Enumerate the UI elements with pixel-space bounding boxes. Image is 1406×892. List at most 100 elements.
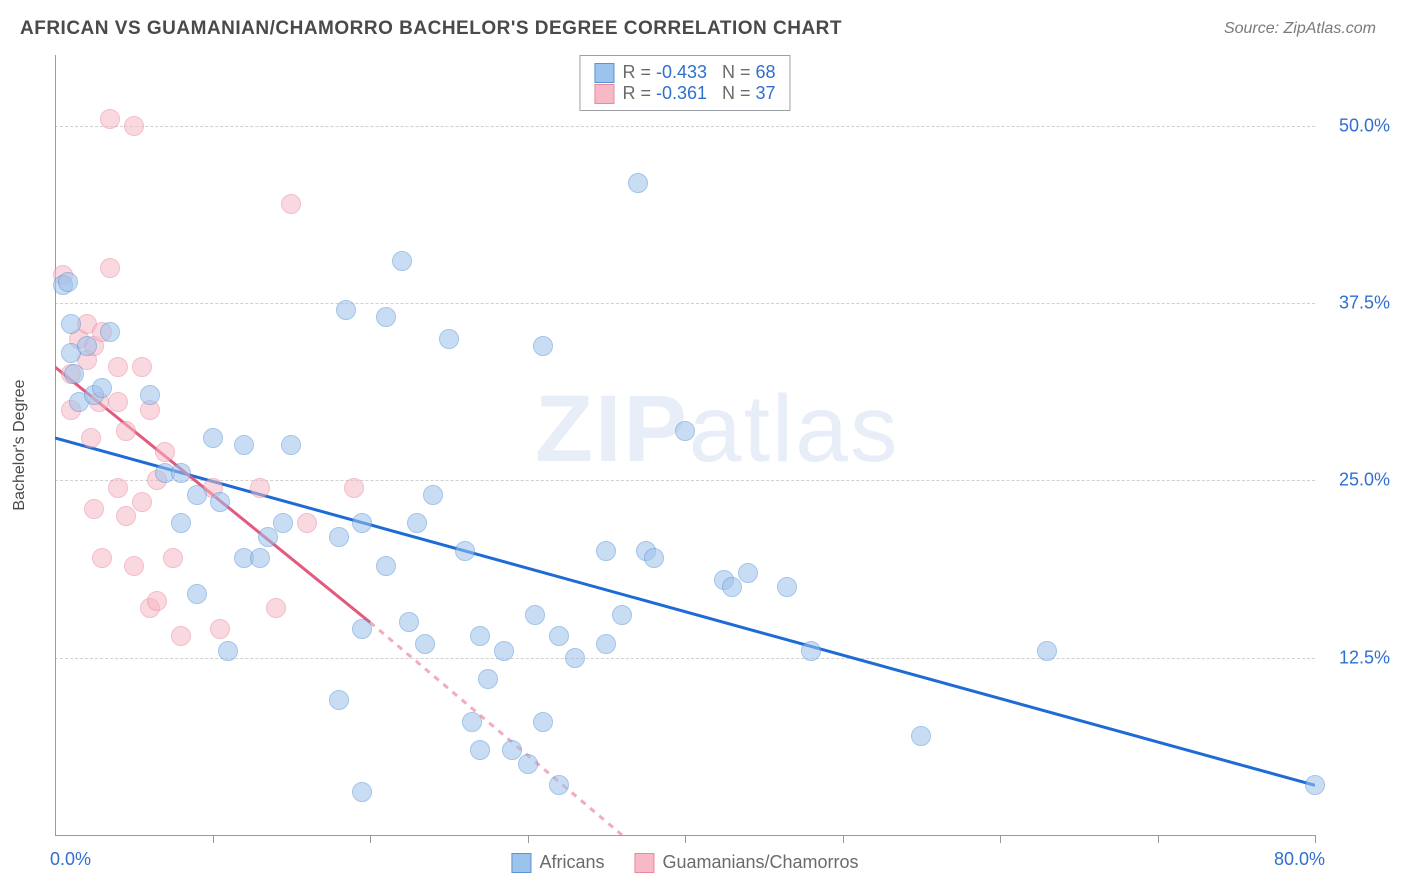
data-point-africans xyxy=(478,669,498,689)
data-point-guamanians xyxy=(124,556,144,576)
data-point-guamanians xyxy=(250,478,270,498)
data-point-africans xyxy=(612,605,632,625)
data-point-guamanians xyxy=(297,513,317,533)
data-point-africans xyxy=(549,626,569,646)
source-attribution: Source: ZipAtlas.com xyxy=(1224,20,1376,38)
data-point-africans xyxy=(1305,775,1325,795)
series-legend-label: Guamanians/Chamorros xyxy=(662,852,858,873)
x-tick xyxy=(685,835,686,843)
gridline xyxy=(55,658,1315,659)
y-axis-line xyxy=(55,55,56,835)
data-point-africans xyxy=(187,485,207,505)
data-point-africans xyxy=(494,641,514,661)
data-point-africans xyxy=(722,577,742,597)
data-point-guamanians xyxy=(116,506,136,526)
data-point-guamanians xyxy=(155,442,175,462)
correlation-legend: R = -0.433 N = 68R = -0.361 N = 37 xyxy=(579,55,790,111)
data-point-africans xyxy=(203,428,223,448)
chart-container: AFRICAN VS GUAMANIAN/CHAMORRO BACHELOR'S… xyxy=(0,0,1406,892)
data-point-guamanians xyxy=(132,357,152,377)
data-point-africans xyxy=(336,300,356,320)
data-point-guamanians xyxy=(108,478,128,498)
data-point-africans xyxy=(100,322,120,342)
data-point-africans xyxy=(533,712,553,732)
data-point-guamanians xyxy=(81,428,101,448)
data-point-africans xyxy=(675,421,695,441)
data-point-africans xyxy=(329,690,349,710)
legend-swatch xyxy=(511,853,531,873)
data-point-africans xyxy=(439,329,459,349)
chart-title: AFRICAN VS GUAMANIAN/CHAMORRO BACHELOR'S… xyxy=(20,18,842,40)
data-point-africans xyxy=(470,626,490,646)
correlation-legend-row-guamanians: R = -0.361 N = 37 xyxy=(594,83,775,104)
legend-swatch xyxy=(634,853,654,873)
data-point-guamanians xyxy=(281,194,301,214)
legend-stats: R = -0.361 N = 37 xyxy=(622,83,775,104)
data-point-africans xyxy=(777,577,797,597)
data-point-africans xyxy=(518,754,538,774)
data-point-guamanians xyxy=(344,478,364,498)
data-point-africans xyxy=(77,336,97,356)
legend-stats: R = -0.433 N = 68 xyxy=(622,62,775,83)
data-point-africans xyxy=(58,272,78,292)
x-tick xyxy=(213,835,214,843)
data-point-guamanians xyxy=(124,116,144,136)
data-point-guamanians xyxy=(210,619,230,639)
watermark-zip: ZIP xyxy=(535,376,689,482)
plot-area: ZIPatlas Bachelor's Degree 12.5%25.0%37.… xyxy=(55,55,1315,835)
series-legend-label: Africans xyxy=(539,852,604,873)
data-point-africans xyxy=(415,634,435,654)
x-tick xyxy=(843,835,844,843)
data-point-guamanians xyxy=(84,499,104,519)
data-point-guamanians xyxy=(100,258,120,278)
data-point-guamanians xyxy=(108,392,128,412)
data-point-africans xyxy=(525,605,545,625)
legend-swatch xyxy=(594,84,614,104)
data-point-africans xyxy=(61,314,81,334)
data-point-africans xyxy=(596,634,616,654)
data-point-africans xyxy=(628,173,648,193)
gridline xyxy=(55,303,1315,304)
data-point-africans xyxy=(171,513,191,533)
x-min-label: 0.0% xyxy=(50,849,91,870)
gridline xyxy=(55,480,1315,481)
data-point-africans xyxy=(801,641,821,661)
data-point-africans xyxy=(1037,641,1057,661)
data-point-africans xyxy=(258,527,278,547)
data-point-africans xyxy=(352,619,372,639)
data-point-africans xyxy=(376,556,396,576)
data-point-africans xyxy=(392,251,412,271)
data-point-africans xyxy=(92,378,112,398)
data-point-africans xyxy=(470,740,490,760)
data-point-africans xyxy=(234,435,254,455)
y-tick-label: 12.5% xyxy=(1339,647,1390,668)
data-point-africans xyxy=(210,492,230,512)
y-tick-label: 37.5% xyxy=(1339,293,1390,314)
data-point-africans xyxy=(462,712,482,732)
data-point-guamanians xyxy=(266,598,286,618)
data-point-africans xyxy=(911,726,931,746)
data-point-africans xyxy=(171,463,191,483)
data-point-africans xyxy=(64,364,84,384)
watermark-rest: atlas xyxy=(689,376,900,482)
data-point-africans xyxy=(250,548,270,568)
x-tick xyxy=(528,835,529,843)
data-point-africans xyxy=(140,385,160,405)
y-tick-label: 25.0% xyxy=(1339,470,1390,491)
data-point-africans xyxy=(352,513,372,533)
data-point-africans xyxy=(399,612,419,632)
data-point-africans xyxy=(273,513,293,533)
series-legend-item-guamanians: Guamanians/Chamorros xyxy=(634,852,858,873)
data-point-guamanians xyxy=(100,109,120,129)
data-point-africans xyxy=(376,307,396,327)
gridline xyxy=(55,126,1315,127)
y-axis-title: Bachelor's Degree xyxy=(11,379,29,510)
x-tick xyxy=(1158,835,1159,843)
data-point-guamanians xyxy=(147,591,167,611)
correlation-legend-row-africans: R = -0.433 N = 68 xyxy=(594,62,775,83)
data-point-africans xyxy=(407,513,427,533)
data-point-africans xyxy=(596,541,616,561)
data-point-africans xyxy=(329,527,349,547)
y-tick-label: 50.0% xyxy=(1339,115,1390,136)
data-point-guamanians xyxy=(163,548,183,568)
